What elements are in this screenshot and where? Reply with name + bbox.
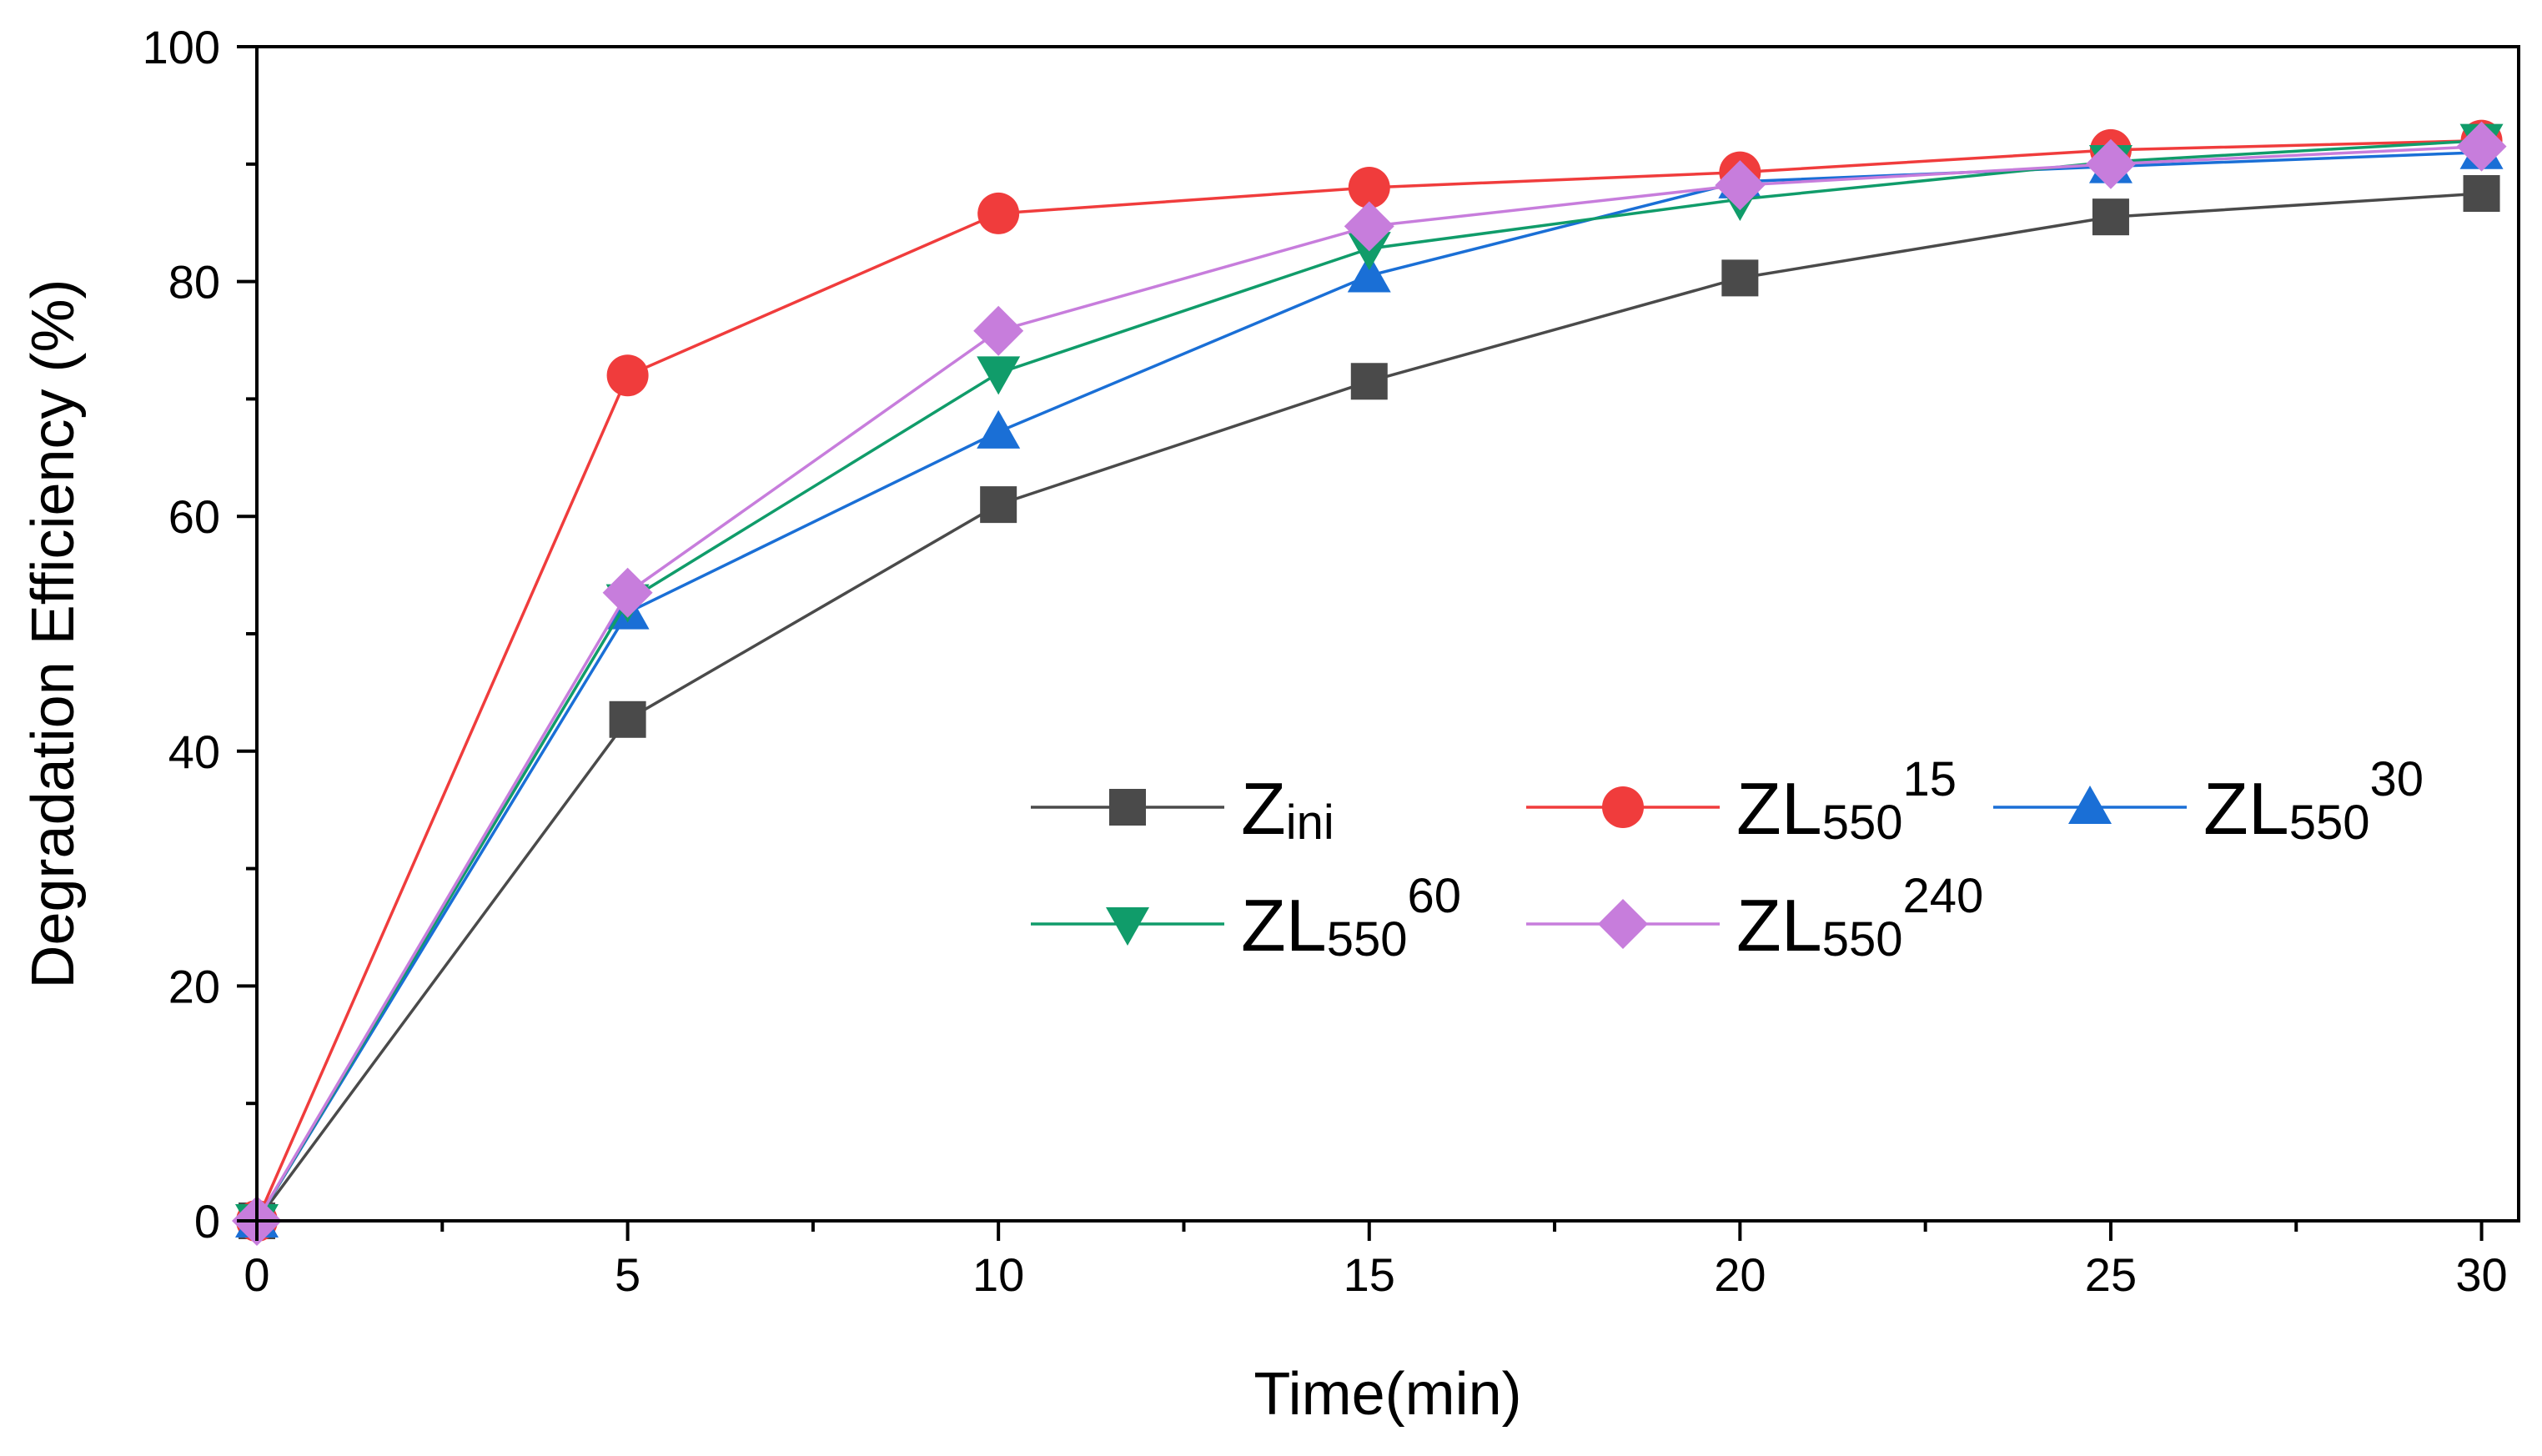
- data-point: [977, 409, 1021, 449]
- data-point: [2092, 198, 2129, 236]
- data-point: [980, 486, 1017, 524]
- legend-label: ZL55060: [1241, 869, 1461, 966]
- legend-label-main: ZL: [1736, 767, 1822, 850]
- legend-label: ZL550240: [1736, 869, 1983, 966]
- x-tick-label: 5: [615, 1248, 641, 1301]
- data-point: [606, 354, 649, 397]
- data-point: [977, 192, 1020, 234]
- legend-label: Zini: [1241, 767, 1334, 850]
- legend-label-sub: ini: [1286, 796, 1334, 850]
- data-point: [1344, 201, 1394, 252]
- legend-label: ZL55030: [2203, 752, 2424, 850]
- x-tick-label: 10: [972, 1248, 1024, 1301]
- legend-item: ZL550240: [1526, 869, 1983, 966]
- legend-item: Zini: [1031, 767, 1334, 850]
- y-tick-label: 80: [168, 256, 220, 309]
- series-layer: [232, 119, 2507, 1246]
- legend-label: ZL55015: [1736, 752, 1957, 850]
- data-point: [1348, 166, 1390, 208]
- series-line: [255, 192, 2482, 1223]
- series-0: [239, 175, 2500, 1239]
- y-tick-label: 20: [168, 960, 220, 1012]
- data-point: [1350, 363, 1388, 400]
- series-line: [255, 144, 2482, 1222]
- legend-item: ZL55030: [1993, 752, 2424, 850]
- legend-marker: [2068, 786, 2112, 824]
- x-tick-label: 30: [2455, 1248, 2507, 1301]
- legend-marker: [1106, 907, 1149, 946]
- legend-label-sup: 60: [1407, 869, 1461, 923]
- legend-label-main: ZL: [1241, 884, 1327, 966]
- data-point: [2085, 138, 2136, 189]
- series-line: [255, 138, 2482, 1222]
- x-tick-label: 20: [1714, 1248, 1766, 1301]
- data-point: [2456, 121, 2507, 172]
- legend-marker: [1109, 789, 1146, 826]
- x-axis-title: Time(min): [1253, 1361, 1521, 1428]
- data-point: [2463, 175, 2500, 212]
- data-point: [602, 567, 653, 618]
- legend-label-main: Z: [1241, 767, 1286, 850]
- legend-label-main: ZL: [2203, 767, 2289, 850]
- legend-item: ZL55060: [1031, 869, 1461, 966]
- data-point: [977, 356, 1021, 395]
- series-2: [235, 130, 2504, 1238]
- y-tick-label: 100: [143, 21, 220, 73]
- series-line: [255, 150, 2482, 1222]
- axis-layer: 0 5 10 15 20 25 30 0 20 40 60 80 100: [143, 21, 2508, 1301]
- x-tick-label: 25: [2085, 1248, 2137, 1301]
- series-4: [232, 121, 2507, 1246]
- y-tick-label: 60: [168, 490, 220, 543]
- legend-label-main: ZL: [1736, 884, 1822, 966]
- legend-label-sup: 30: [2369, 752, 2424, 806]
- legend-label-sup: 15: [1902, 752, 1957, 806]
- x-tick-label: 15: [1344, 1248, 1395, 1301]
- data-point: [1347, 254, 1391, 293]
- legend-label-sub: 550: [1822, 796, 1903, 850]
- legend-marker: [1602, 786, 1644, 828]
- legend-item: ZL55015: [1526, 752, 1957, 850]
- legend-label-sup: 240: [1902, 869, 1983, 923]
- y-tick-label: 0: [194, 1195, 220, 1248]
- data-point: [973, 305, 1024, 356]
- data-point: [609, 700, 646, 738]
- data-point: [1715, 160, 1766, 211]
- legend-label-sub: 550: [1327, 912, 1408, 966]
- legend-label-sub: 550: [1822, 912, 1903, 966]
- series-line: [255, 138, 2482, 1222]
- y-axis-title: Degradation Efficiency (%): [20, 279, 87, 988]
- legend-label-sub: 550: [2289, 796, 2370, 850]
- x-tick-label: 0: [244, 1248, 269, 1301]
- legend-marker: [1598, 899, 1648, 949]
- y-tick-label: 40: [168, 725, 220, 778]
- data-point: [1721, 259, 1759, 297]
